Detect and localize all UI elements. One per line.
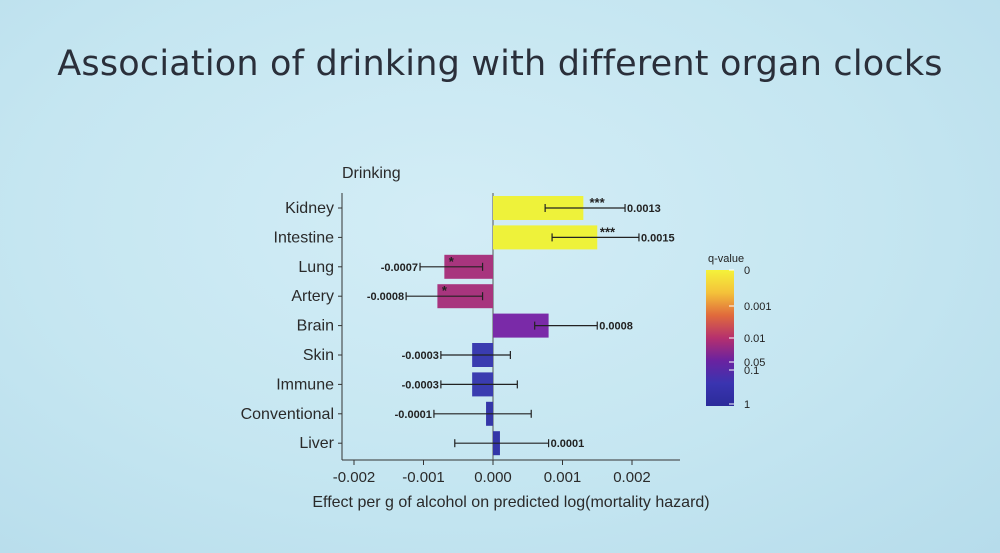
value-label: 0.0015 xyxy=(641,232,675,244)
y-tick-label: Brain xyxy=(297,318,334,335)
y-tick-label: Immune xyxy=(276,376,334,393)
x-tick-label: -0.002 xyxy=(333,469,376,486)
x-axis-label: Effect per g of alcohol on predicted log… xyxy=(312,494,709,511)
colorbar-tick-label: 0.05 xyxy=(744,357,765,369)
x-tick-label: 0.002 xyxy=(613,469,651,486)
significance-stars: *** xyxy=(600,224,616,239)
y-tick-label: Intestine xyxy=(274,229,335,246)
value-label: -0.0008 xyxy=(367,291,404,303)
significance-stars: * xyxy=(442,283,448,298)
value-label: -0.0003 xyxy=(402,379,439,391)
significance-stars: *** xyxy=(589,195,605,210)
y-tick-label: Conventional xyxy=(241,406,334,423)
value-label: -0.0001 xyxy=(395,409,432,421)
colorbar-tick-label: 0.001 xyxy=(744,301,772,313)
slide-title: Association of drinking with different o… xyxy=(57,44,943,84)
colorbar-tick-label: 1 xyxy=(744,399,750,411)
value-label: -0.0007 xyxy=(381,262,418,274)
value-label: 0.0001 xyxy=(551,438,585,450)
colorbar-tick-label: 0 xyxy=(744,265,750,277)
value-label: 0.0013 xyxy=(627,203,661,215)
y-tick-label: Artery xyxy=(291,288,334,305)
y-tick-label: Kidney xyxy=(285,200,334,217)
x-tick-label: 0.001 xyxy=(544,469,582,486)
x-tick-label: 0.000 xyxy=(474,469,512,486)
colorbar-tick-label: 0.1 xyxy=(744,365,759,377)
significance-stars: * xyxy=(449,254,455,269)
facet-title: Drinking xyxy=(342,165,401,182)
y-tick-label: Liver xyxy=(299,435,334,452)
colorbar-tick-label: 0.01 xyxy=(744,333,765,345)
value-label: -0.0003 xyxy=(402,350,439,362)
y-tick-label: Lung xyxy=(298,259,334,276)
value-label: 0.0008 xyxy=(599,321,633,333)
x-tick-label: -0.001 xyxy=(402,469,445,486)
y-tick-label: Skin xyxy=(303,347,334,364)
colorbar-title: q-value xyxy=(708,253,744,265)
